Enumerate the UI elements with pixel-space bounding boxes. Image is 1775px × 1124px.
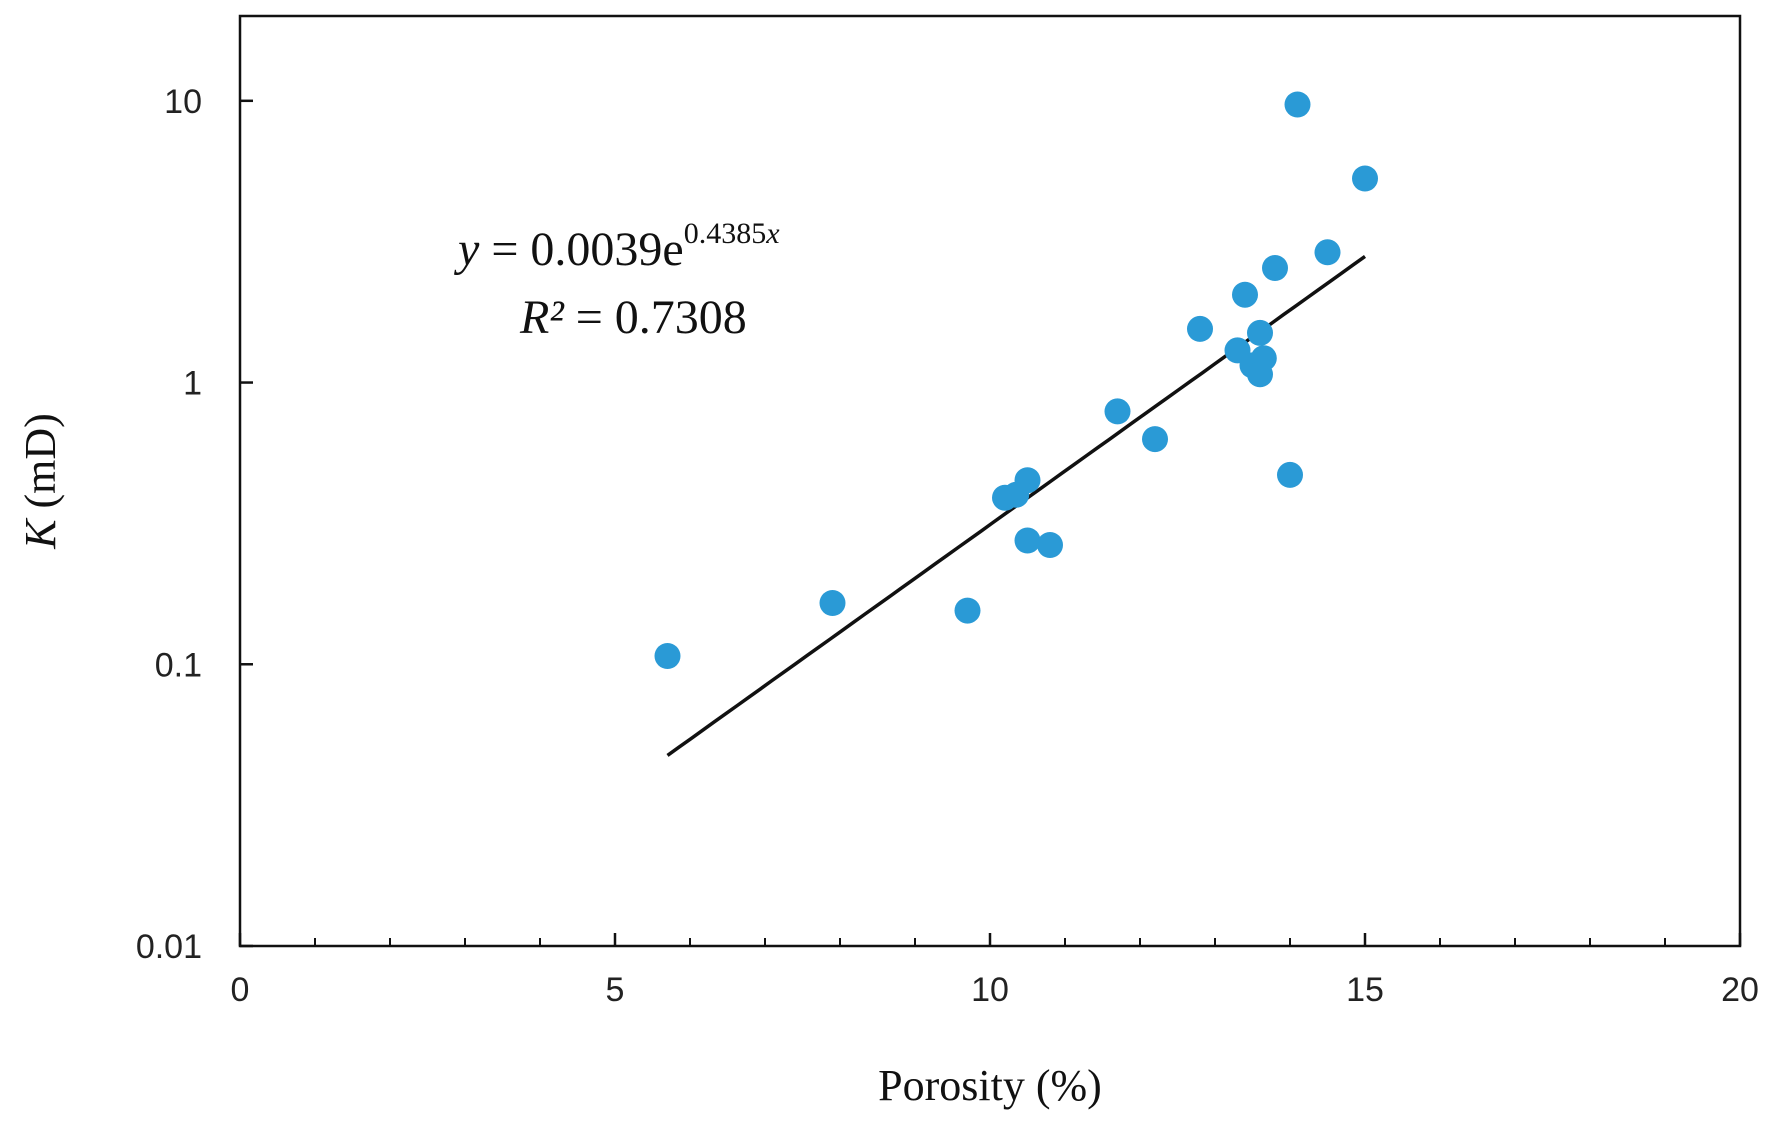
data-point-2 <box>819 590 846 616</box>
data-point-22 <box>1352 165 1378 192</box>
equation-exponent: 0.4385 <box>684 217 767 250</box>
y-axis-title-unit: (mD) <box>16 413 65 519</box>
data-point-1 <box>654 643 681 669</box>
r-squared-label: R² <box>519 291 565 344</box>
x-tick-label-10: 10 <box>971 971 1009 1009</box>
data-point-9 <box>1104 398 1131 425</box>
data-point-7 <box>1014 527 1041 554</box>
y-axis-title: K (mD) <box>16 413 65 550</box>
data-point-17 <box>1247 361 1273 388</box>
data-point-11 <box>1187 315 1213 342</box>
equation-y-variable: y <box>453 223 480 276</box>
y-tick-label-3: 10 <box>164 83 202 121</box>
data-point-18 <box>1262 255 1288 281</box>
x-tick-label-20: 20 <box>1721 971 1759 1009</box>
data-point-6 <box>1014 467 1041 494</box>
axis-ticks: 0 5 10 15 20 0.01 0.1 1 10 <box>136 83 1759 1009</box>
data-point-21 <box>1314 239 1341 266</box>
data-point-15 <box>1247 319 1273 346</box>
r-squared-value: = 0.7308 <box>564 291 747 344</box>
r-squared-annotation: R² = 0.7308 <box>519 291 747 344</box>
data-point-13 <box>1232 281 1258 308</box>
data-point-10 <box>1142 426 1168 453</box>
data-point-20 <box>1284 91 1311 118</box>
y-tick-label-0: 0.01 <box>136 928 202 966</box>
equation-annotation: y = 0.0039e0.4385x <box>453 217 780 276</box>
data-point-8 <box>1037 532 1063 558</box>
y-tick-label-2: 1 <box>183 365 202 403</box>
data-point-19 <box>1277 461 1303 488</box>
y-tick-label-1: 0.1 <box>155 646 202 684</box>
plot-marks <box>654 91 1378 757</box>
y-axis-title-variable: K <box>16 517 65 550</box>
x-tick-label-15: 15 <box>1346 971 1384 1009</box>
x-tick-label-0: 0 <box>231 971 250 1009</box>
x-tick-label-5: 5 <box>606 971 625 1009</box>
equation-exponent-variable: x <box>765 217 780 250</box>
data-point-3 <box>954 597 981 624</box>
equation-coefficient: = 0.0039e <box>479 223 683 276</box>
x-axis-title: Porosity (%) <box>878 1061 1102 1110</box>
